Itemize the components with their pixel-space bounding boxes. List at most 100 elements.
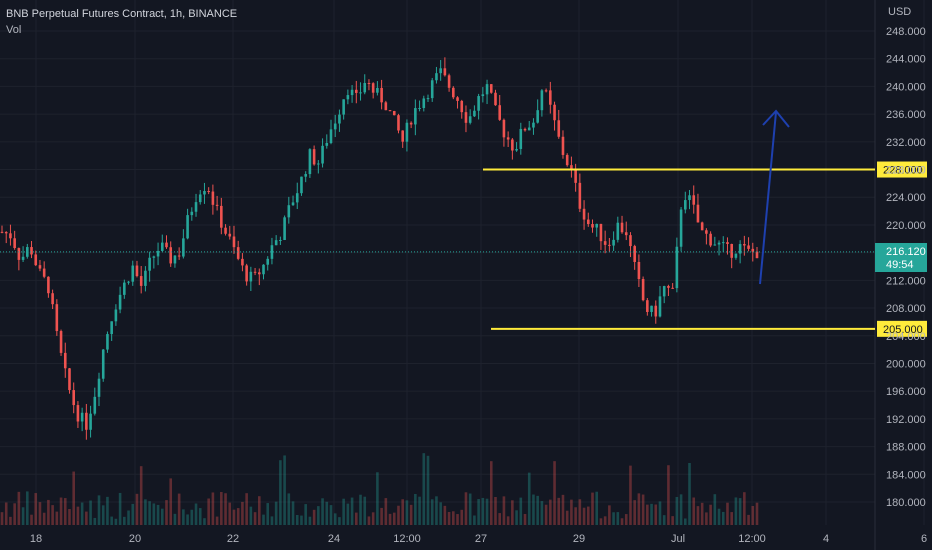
volume-bar [481, 497, 485, 525]
candle-body [747, 245, 750, 249]
candle-body [228, 233, 232, 237]
candle-body [498, 105, 502, 120]
volume-bar [688, 462, 691, 525]
volume-bar [582, 507, 586, 525]
volume-bar [97, 495, 101, 525]
volume-bar [692, 497, 696, 525]
volume-bar [544, 504, 548, 525]
candle-body [397, 115, 400, 131]
volume-bar [224, 493, 227, 525]
candle-body [751, 248, 755, 252]
volume-bar [485, 498, 489, 525]
time-tick-label: Jul [671, 533, 685, 545]
trend-arrow[interactable] [759, 109, 790, 285]
volume-bar [274, 501, 278, 525]
volume-bar [245, 493, 248, 525]
volume-bar [506, 516, 510, 525]
candle-body [730, 243, 733, 258]
candle-body [675, 246, 679, 289]
candle-body [152, 256, 156, 258]
volume-bar [730, 512, 733, 525]
candle-body [603, 241, 607, 245]
candle-body [430, 80, 434, 99]
candle-body [523, 128, 527, 131]
volume-bar [511, 500, 514, 525]
volume-bar [641, 494, 645, 525]
candle-body [667, 286, 670, 288]
volume-bar [329, 505, 333, 525]
volume-bar [198, 508, 202, 525]
volume-bar [30, 514, 33, 525]
volume-bar [721, 511, 725, 525]
volume-bar [295, 514, 299, 525]
candle-body [47, 276, 50, 294]
price-tick-label: 248.000 [886, 26, 926, 38]
candle-body [177, 255, 181, 257]
last-price-badge: 216.120 49:54 [875, 243, 927, 272]
candle-body [494, 92, 497, 106]
volume-bar [211, 492, 215, 525]
volume-bar [325, 501, 329, 525]
candle-body [629, 235, 632, 247]
candle-body [253, 271, 257, 273]
candle-body [118, 294, 122, 310]
candle-body [304, 174, 307, 177]
volume-bar [127, 510, 130, 525]
time-tick-label: 18 [30, 533, 42, 545]
price-tick-label: 184.000 [886, 469, 926, 481]
volume-bar [380, 507, 383, 525]
volume-bar [414, 493, 417, 525]
volume-bar [401, 499, 404, 525]
horizontal-levels[interactable]: 228.000 205.000 [483, 161, 927, 337]
candle-body [236, 247, 240, 259]
volume-bar [468, 493, 472, 525]
candle-body [506, 137, 510, 140]
price-tick-label: 236.000 [886, 109, 926, 121]
volume-bar [620, 518, 624, 525]
volume-bar [333, 513, 337, 525]
candle-body [186, 215, 189, 239]
time-tick-label: 24 [328, 533, 340, 545]
volume-bar [473, 515, 476, 525]
volume-bar [409, 504, 413, 525]
volume-bar [633, 500, 636, 525]
candle-body [232, 236, 236, 248]
candle-body [329, 129, 333, 144]
volume-bar [47, 499, 50, 525]
candle-body [274, 240, 278, 246]
candle-body [646, 300, 649, 312]
price-axis[interactable]: USD 180.000 184.000 188.000 192.000 196.000 2… [886, 6, 926, 509]
volume-bar [317, 506, 320, 525]
candle-body [468, 116, 472, 123]
candle-body [713, 244, 717, 246]
candle-body [565, 154, 569, 166]
volume-bar [257, 496, 261, 525]
volume-bar [9, 516, 12, 525]
candle-body [384, 102, 388, 111]
time-axis[interactable]: 18 20 22 24 12:00 27 29 Jul 12:00 4 6 [30, 533, 927, 545]
volume-bar [553, 461, 556, 525]
candle-body [443, 68, 447, 76]
symbol-title[interactable]: BNB Perpetual Futures Contract, 1h, BINA… [6, 8, 238, 20]
candle-body [679, 209, 683, 247]
arrow-head [762, 109, 790, 128]
chart-header: BNB Perpetual Futures Contract, 1h, BINA… [6, 6, 237, 38]
volume-bar [300, 515, 303, 525]
candle-body [683, 200, 687, 210]
volume-bar [578, 499, 582, 525]
candle-body [308, 149, 312, 175]
volume-bar [110, 516, 113, 525]
volume-bar [194, 503, 198, 525]
volume-bar [371, 512, 375, 525]
candle-body [110, 321, 113, 335]
volume-label[interactable]: Vol [6, 24, 22, 36]
time-tick-label: 4 [823, 533, 829, 545]
price-tick-label: 180.000 [886, 497, 926, 509]
volume-bar [456, 514, 459, 525]
volume-bar [148, 501, 151, 525]
candle-body [502, 119, 506, 138]
candle-body [4, 232, 8, 234]
candle-body [13, 238, 16, 249]
level-label: 205.000 [883, 324, 923, 336]
